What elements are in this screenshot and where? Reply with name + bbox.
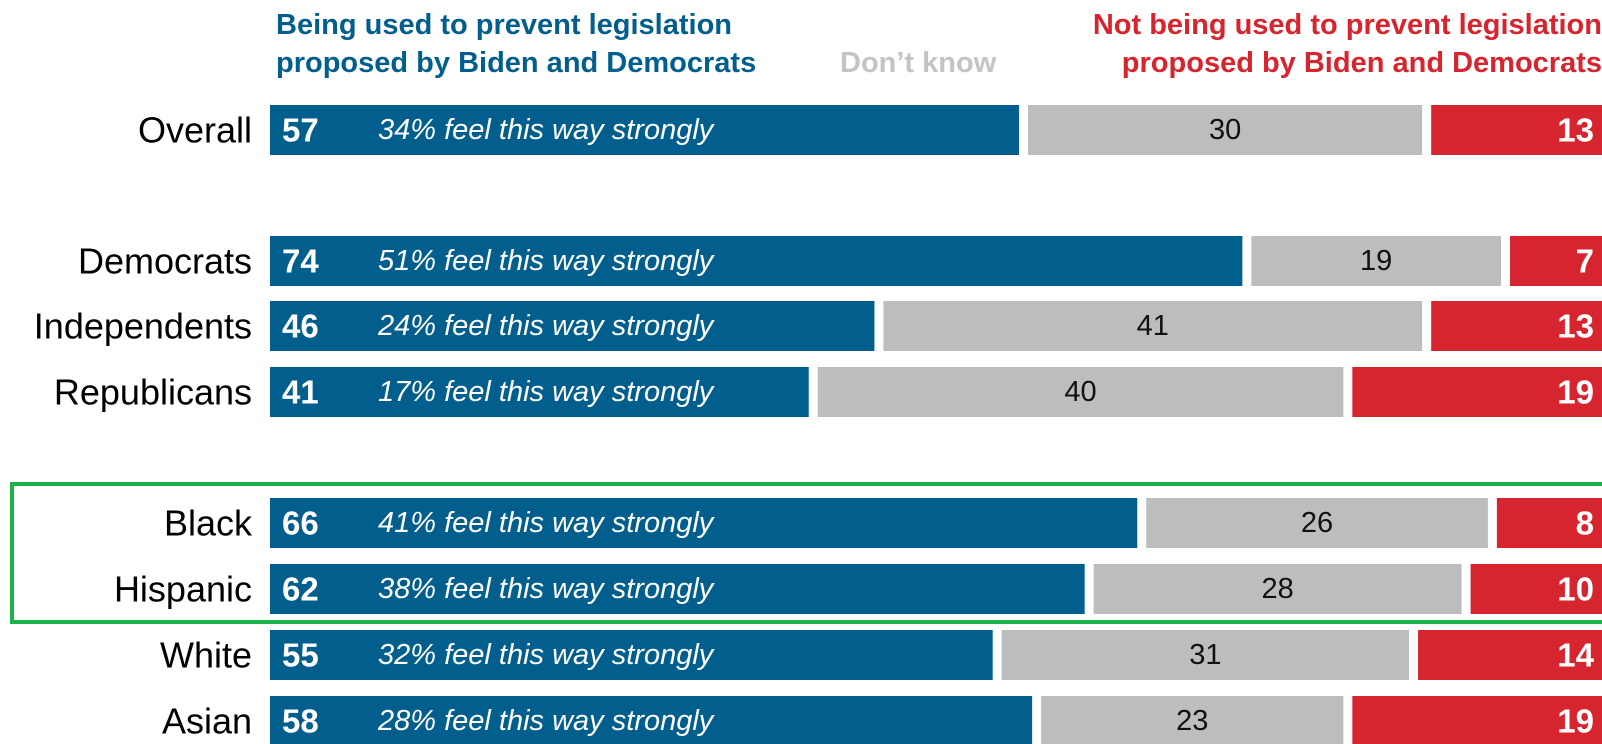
bar-not-used-overall	[1431, 105, 1602, 155]
strongly-note-hispanic: 38% feel this way strongly	[378, 573, 715, 605]
value-dont-know-overall: 30	[1209, 114, 1241, 146]
legend-dont-know-label: Don’t know	[840, 47, 997, 79]
value-not-used-asian: 19	[1557, 703, 1594, 740]
bar-not-used-black	[1496, 498, 1602, 548]
row-label-hispanic: Hispanic	[114, 569, 252, 610]
strongly-note-asian: 28% feel this way strongly	[377, 705, 715, 737]
bar-dont-know-republicans	[817, 367, 1344, 417]
strongly-note-black: 41% feel this way strongly	[378, 507, 715, 539]
bar-used-overall	[270, 105, 1019, 155]
value-not-used-overall: 13	[1557, 112, 1594, 149]
bar-used-independents	[270, 301, 875, 351]
strongly-note-white: 32% feel this way strongly	[378, 639, 715, 671]
value-dont-know-republicans: 40	[1064, 376, 1096, 408]
row-label-republicans: Republicans	[54, 372, 252, 413]
value-used-democrats: 74	[282, 243, 319, 280]
value-not-used-hispanic: 10	[1557, 571, 1594, 608]
bar-used-asian	[270, 696, 1033, 744]
strongly-note-democrats: 51% feel this way strongly	[378, 245, 715, 277]
bar-dont-know-independents	[883, 301, 1423, 351]
row-label-overall: Overall	[138, 110, 252, 151]
legend-not-line-1: Not being used to prevent legislation	[1092, 9, 1602, 41]
value-dont-know-hispanic: 28	[1262, 573, 1294, 605]
value-dont-know-white: 31	[1189, 639, 1221, 671]
bar-dont-know-hispanic	[1093, 564, 1462, 614]
bar-used-hispanic	[270, 564, 1085, 614]
value-used-asian: 58	[282, 703, 319, 740]
bar-dont-know-black	[1146, 498, 1488, 548]
legend-not-line-2: proposed by Biden and Democrats	[1121, 47, 1602, 79]
value-used-independents: 46	[282, 308, 319, 345]
value-not-used-democrats: 7	[1576, 243, 1594, 280]
value-dont-know-democrats: 19	[1360, 245, 1392, 277]
bar-dont-know-white	[1001, 630, 1410, 680]
bar-used-white	[270, 630, 993, 680]
legend-used: Being used to prevent legislation propos…	[276, 6, 756, 82]
bar-not-used-republicans	[1352, 367, 1602, 417]
row-label-white: White	[160, 635, 252, 676]
bar-used-black	[270, 498, 1138, 548]
highlight-frame	[10, 482, 1602, 624]
value-dont-know-black: 26	[1301, 507, 1333, 539]
bar-not-used-white	[1418, 630, 1602, 680]
bar-not-used-asian	[1352, 696, 1602, 744]
bar-dont-know-asian	[1041, 696, 1344, 744]
value-used-hispanic: 62	[282, 571, 319, 608]
value-dont-know-asian: 23	[1176, 705, 1208, 737]
bar-not-used-independents	[1431, 301, 1602, 351]
value-dont-know-independents: 41	[1137, 310, 1169, 342]
bar-not-used-hispanic	[1470, 564, 1602, 614]
row-label-democrats: Democrats	[78, 241, 252, 282]
row-label-asian: Asian	[162, 701, 252, 742]
legend-not-used: Not being used to prevent legislation pr…	[1093, 6, 1602, 82]
strongly-note-republicans: 17% feel this way strongly	[378, 376, 715, 408]
value-used-white: 55	[282, 637, 319, 674]
value-not-used-black: 8	[1576, 505, 1594, 542]
row-label-black: Black	[164, 503, 253, 544]
value-not-used-independents: 13	[1557, 308, 1594, 345]
bar-not-used-democrats	[1510, 236, 1602, 286]
bar-dont-know-overall	[1027, 105, 1423, 155]
value-not-used-white: 14	[1557, 637, 1594, 674]
legend-used-line-1: Being used to prevent legislation	[276, 9, 733, 41]
bar-used-democrats	[270, 236, 1243, 286]
strongly-note-overall: 34% feel this way strongly	[378, 114, 715, 146]
legend-used-line-2: proposed by Biden and Democrats	[276, 47, 757, 79]
strongly-note-independents: 24% feel this way strongly	[377, 310, 715, 342]
value-used-overall: 57	[282, 112, 319, 149]
bar-used-republicans	[270, 367, 809, 417]
value-used-black: 66	[282, 505, 319, 542]
row-label-independents: Independents	[34, 306, 252, 347]
bar-dont-know-democrats	[1251, 236, 1502, 286]
value-not-used-republicans: 19	[1557, 374, 1594, 411]
value-used-republicans: 41	[282, 374, 319, 411]
legend-dont-know: Don’t know	[840, 44, 996, 82]
